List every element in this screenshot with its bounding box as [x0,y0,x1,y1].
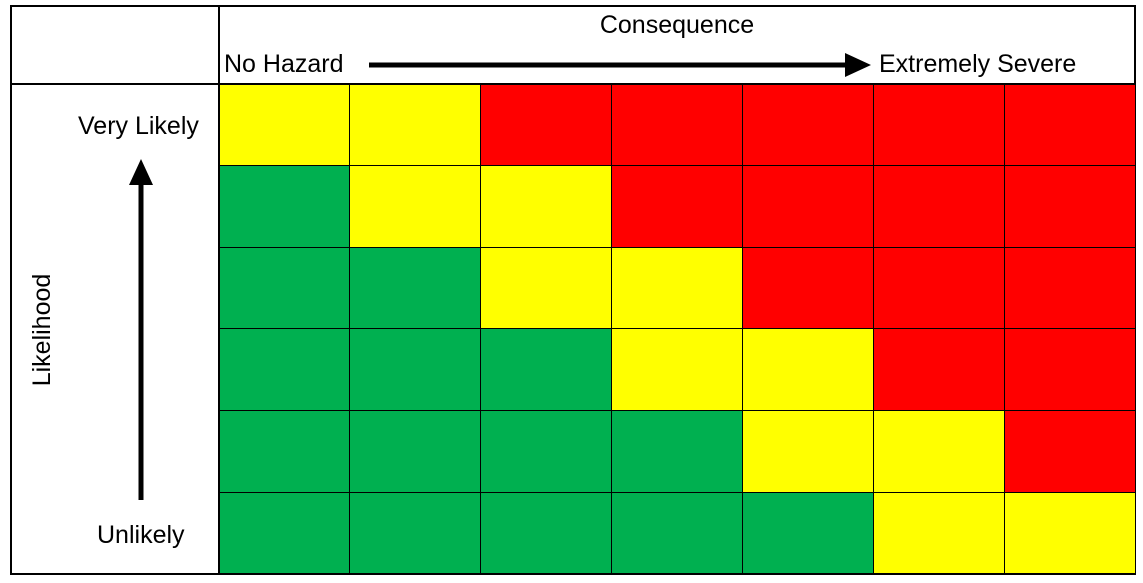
risk-cell [480,165,613,248]
risk-cell [741,491,874,575]
risk-cell [1003,410,1136,493]
risk-cell [218,83,351,167]
likelihood-low-label: Unlikely [97,521,185,549]
risk-cell [480,328,613,412]
risk-cell [1003,83,1136,167]
risk-cell [872,83,1005,167]
risk-cell [741,410,874,493]
consequence-low-label: No Hazard [224,50,344,78]
consequence-high-label: Extremely Severe [879,50,1077,78]
risk-cell [480,410,613,493]
risk-cell [349,246,482,330]
likelihood-arrow-up [129,159,153,500]
risk-cell [611,83,743,167]
consequence-arrow-right [369,53,871,77]
risk-cell [349,83,482,167]
risk-cell [611,165,743,248]
risk-cell [1003,165,1136,248]
risk-cell [480,491,613,575]
risk-cell [611,328,743,412]
risk-cell [1003,491,1136,575]
risk-cell [611,491,743,575]
risk-cell [611,410,743,493]
consequence-title: Consequence [599,11,755,39]
risk-cell [218,165,351,248]
risk-cell [1003,328,1136,412]
risk-cell [872,491,1005,575]
risk-cell [872,328,1005,412]
risk-cell [349,491,482,575]
risk-matrix-grid [218,83,1136,575]
risk-cell [218,246,351,330]
risk-cell [218,410,351,493]
risk-cell [480,83,613,167]
risk-cell [741,83,874,167]
risk-cell [349,165,482,248]
risk-cell [741,328,874,412]
risk-cell [872,246,1005,330]
risk-cell [611,246,743,330]
risk-cell [349,410,482,493]
risk-cell [741,165,874,248]
risk-cell [480,246,613,330]
risk-cell [872,165,1005,248]
risk-cell [218,328,351,412]
risk-cell [218,491,351,575]
risk-cell [872,410,1005,493]
risk-cell [741,246,874,330]
risk-cell [349,328,482,412]
risk-cell [1003,246,1136,330]
likelihood-high-label: Very Likely [78,112,199,140]
